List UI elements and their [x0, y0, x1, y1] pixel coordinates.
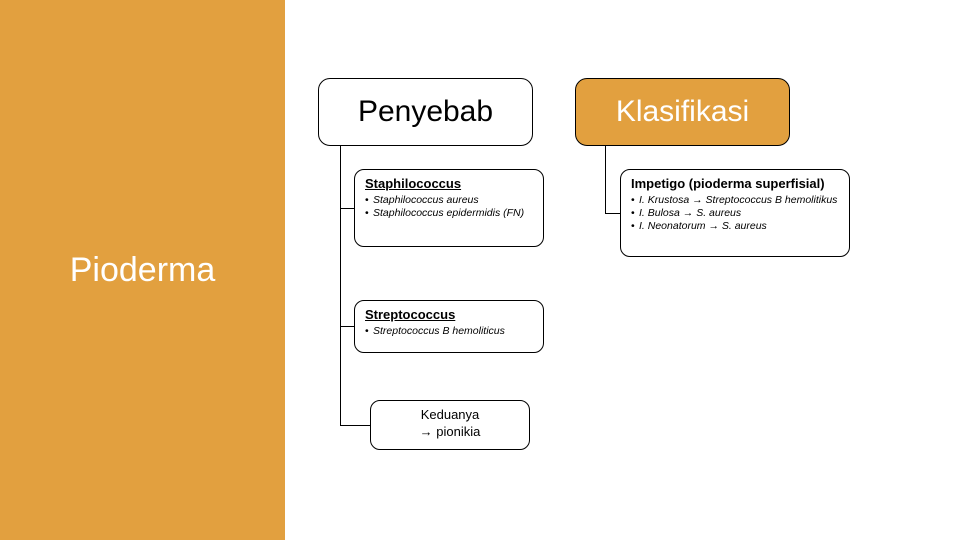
connector: [340, 146, 341, 426]
list-item: I. Krustosa → Streptococcus B hemolitiku…: [631, 194, 839, 207]
connector: [605, 146, 606, 214]
node-impetigo-title: Impetigo (pioderma superfisial): [631, 176, 839, 191]
keduanya-line1: Keduanya: [379, 407, 521, 424]
connector: [340, 425, 370, 426]
node-impetigo-list: I. Krustosa → Streptococcus B hemolitiku…: [631, 194, 839, 233]
node-staphilococcus: Staphilococcus Staphilococcus aureus Sta…: [354, 169, 544, 247]
header-penyebab: Penyebab: [318, 78, 533, 146]
sidebar-title: Pioderma: [70, 251, 216, 290]
connector: [340, 326, 354, 327]
node-staphilococcus-title: Staphilococcus: [365, 176, 533, 191]
header-penyebab-label: Penyebab: [358, 95, 493, 129]
node-streptococcus-title: Streptococcus: [365, 307, 533, 322]
connector: [605, 213, 620, 214]
keduanya-line2: → pionikia: [379, 424, 521, 441]
connector: [340, 208, 354, 209]
node-keduanya: Keduanya → pionikia: [370, 400, 530, 450]
list-item: Staphilococcus epidermidis (FN): [365, 207, 533, 220]
header-klasifikasi-label: Klasifikasi: [616, 95, 749, 129]
list-item: Streptococcus B hemoliticus: [365, 325, 533, 338]
sidebar-block: Pioderma: [0, 0, 285, 540]
node-staphilococcus-list: Staphilococcus aureus Staphilococcus epi…: [365, 194, 533, 220]
node-impetigo: Impetigo (pioderma superfisial) I. Krust…: [620, 169, 850, 257]
list-item: I. Bulosa → S. aureus: [631, 207, 839, 220]
header-klasifikasi: Klasifikasi: [575, 78, 790, 146]
slide-canvas: Pioderma Penyebab Klasifikasi Staphiloco…: [0, 0, 960, 540]
node-streptococcus-list: Streptococcus B hemoliticus: [365, 325, 533, 338]
node-streptococcus: Streptococcus Streptococcus B hemoliticu…: [354, 300, 544, 353]
list-item: I. Neonatorum → S. aureus: [631, 220, 839, 233]
list-item: Staphilococcus aureus: [365, 194, 533, 207]
